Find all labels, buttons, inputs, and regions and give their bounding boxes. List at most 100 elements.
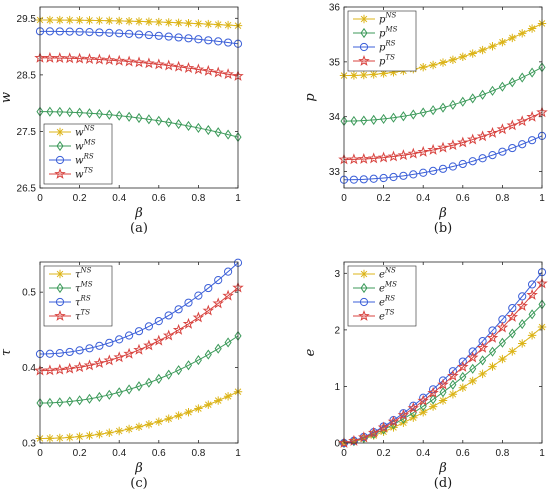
legend-label-sup: MS xyxy=(384,281,397,289)
legend-label: eMS xyxy=(379,281,397,295)
data-point xyxy=(184,34,193,43)
data-point xyxy=(516,115,528,127)
data-point xyxy=(63,52,76,64)
data-point xyxy=(214,127,222,138)
data-point xyxy=(437,378,449,390)
series-line xyxy=(39,335,239,404)
data-point xyxy=(134,17,144,26)
data-point xyxy=(105,16,114,25)
data-point xyxy=(389,172,398,182)
chart-a: 0 0.2 0.4 0.6 0.8 126.527.528.529.5wNSwMSwRSw… xyxy=(0,6,244,236)
data-point xyxy=(370,114,378,125)
data-point xyxy=(397,149,410,161)
data-point xyxy=(184,298,193,307)
x-tick-label: 1 xyxy=(235,448,241,459)
series-ms xyxy=(36,330,242,409)
data-point xyxy=(66,396,74,407)
data-point xyxy=(115,110,123,121)
data-point xyxy=(214,20,223,29)
legend-label: wRS xyxy=(75,153,94,167)
data-point xyxy=(427,143,439,155)
legend-label-sup: NS xyxy=(384,12,396,20)
data-point xyxy=(369,70,378,79)
data-point xyxy=(175,119,183,130)
data-point xyxy=(95,108,103,120)
x-tick-label: 1 xyxy=(539,448,545,459)
legend-marker xyxy=(55,155,65,165)
legend-label: eTS xyxy=(379,309,395,323)
x-tick-label: 0.4 xyxy=(112,448,126,459)
x-tick-label: 0 xyxy=(37,193,43,204)
data-point xyxy=(204,283,213,293)
legend-marker xyxy=(359,42,369,52)
legend-label-base: p xyxy=(379,57,386,68)
legend-label-sup: RS xyxy=(80,295,91,303)
data-point xyxy=(469,93,477,104)
legend-label: pNS xyxy=(379,12,397,26)
x-tick-label: 1 xyxy=(539,193,545,204)
data-point xyxy=(75,432,84,441)
legend-label-base: p xyxy=(379,29,386,40)
legend-marker xyxy=(359,297,369,307)
data-point xyxy=(85,108,94,119)
data-point xyxy=(65,433,74,442)
y-tick-label: 36 xyxy=(329,3,341,14)
data-point xyxy=(85,431,94,440)
x-tick-label: 0.6 xyxy=(456,193,470,204)
data-point xyxy=(224,267,233,276)
legend-label-base: p xyxy=(379,15,386,26)
data-point xyxy=(222,289,234,301)
data-point xyxy=(417,394,429,406)
data-point xyxy=(459,371,467,383)
y-tick-label: 3 xyxy=(334,269,340,280)
series-rs xyxy=(339,131,547,184)
data-point xyxy=(419,107,427,118)
data-point xyxy=(448,55,458,64)
data-point xyxy=(338,436,350,448)
data-point xyxy=(439,102,447,113)
data-point xyxy=(367,426,380,438)
data-point xyxy=(528,309,536,320)
legend-label: pTS xyxy=(379,54,395,68)
x-axis-label: β xyxy=(438,461,447,476)
data-point xyxy=(134,30,144,39)
data-point xyxy=(164,32,173,41)
chart-caption: (b) xyxy=(434,221,452,236)
data-point xyxy=(429,394,437,405)
data-point xyxy=(204,349,212,360)
data-point xyxy=(76,395,84,406)
data-point xyxy=(359,70,368,80)
data-point xyxy=(45,434,55,443)
data-point xyxy=(389,423,398,432)
data-point xyxy=(115,16,124,26)
data-point xyxy=(448,162,457,171)
data-point xyxy=(488,85,497,96)
legend-label-sup: TS xyxy=(81,309,91,317)
data-point xyxy=(379,69,388,78)
data-point xyxy=(348,153,360,165)
data-point xyxy=(145,114,153,125)
data-point xyxy=(518,318,526,330)
legend-label-sup: TS xyxy=(385,309,395,317)
data-point xyxy=(466,133,479,145)
data-point xyxy=(85,27,94,37)
data-point xyxy=(85,16,94,25)
data-point xyxy=(63,362,76,374)
data-point xyxy=(429,105,437,116)
legend-marker xyxy=(55,269,65,279)
x-tick-label: 0.2 xyxy=(377,448,391,459)
data-point xyxy=(83,359,96,371)
data-point xyxy=(113,351,125,363)
data-point xyxy=(184,18,193,28)
x-axis-label: β xyxy=(134,461,143,476)
data-point xyxy=(419,63,428,72)
data-point xyxy=(125,384,133,395)
data-point xyxy=(458,52,467,62)
data-point xyxy=(468,347,477,356)
data-point xyxy=(153,58,165,70)
data-point xyxy=(447,139,459,151)
data-point xyxy=(359,175,368,184)
legend-label-sup: RS xyxy=(83,153,94,161)
data-point xyxy=(134,327,144,336)
